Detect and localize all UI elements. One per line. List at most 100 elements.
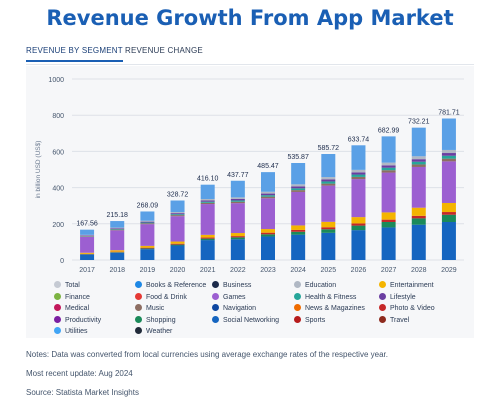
bar-segment: [80, 255, 94, 260]
tab-revenue-change[interactable]: REVENUE CHANGE: [125, 46, 203, 60]
bar-segment: [321, 154, 335, 177]
bar-segment: [261, 233, 275, 235]
bar-segment: [351, 226, 365, 231]
bar-segment: [140, 223, 154, 224]
legend-swatch-icon: [54, 293, 61, 300]
legend-item[interactable]: Games: [212, 293, 246, 303]
bar-segment: [201, 238, 215, 239]
legend-label: Travel: [390, 317, 409, 324]
bar-segment: [412, 218, 426, 224]
bar-segment: [321, 233, 335, 260]
legend-item[interactable]: Utilities: [54, 327, 88, 337]
legend-item[interactable]: Weather: [135, 327, 172, 337]
bar-segment: [382, 227, 396, 260]
tab-revenue-by-segment[interactable]: REVENUE BY SEGMENT: [26, 46, 123, 62]
bar-segment: [140, 223, 154, 224]
bar-segment: [140, 249, 154, 260]
legend-label: Food & Drink: [146, 294, 187, 301]
y-tick-label: 600: [52, 149, 64, 156]
legend-item[interactable]: Productivity: [54, 316, 101, 326]
note-source: Source: Statista Market Insights: [26, 383, 388, 402]
bar-segment: [412, 164, 426, 167]
legend-item[interactable]: Shopping: [135, 316, 176, 326]
bar-segment: [412, 162, 426, 165]
legend-swatch-icon: [135, 327, 142, 334]
legend-swatch-icon: [294, 316, 301, 323]
bar-segment: [201, 200, 215, 201]
total-data-label: 633.74: [348, 136, 370, 143]
legend-item[interactable]: Medical: [54, 304, 89, 314]
bar-segment: [201, 202, 215, 203]
legend-item[interactable]: Sports: [294, 316, 325, 326]
legend-item[interactable]: Music: [135, 304, 164, 314]
bar-segment: [80, 237, 94, 253]
legend-item[interactable]: Total: [54, 281, 80, 291]
legend-item[interactable]: Travel: [379, 316, 409, 326]
bar-segment: [291, 163, 305, 184]
bar-segment: [321, 179, 335, 181]
bar-segment: [231, 233, 245, 236]
bar-segment: [351, 145, 365, 170]
bar-segment: [291, 188, 305, 190]
bar-segment: [231, 200, 245, 201]
legend-item[interactable]: News & Magazines: [294, 304, 365, 314]
legend-item[interactable]: Social Networking: [212, 316, 279, 326]
bar-segment: [140, 224, 154, 246]
x-tick-label: 2018: [109, 267, 125, 274]
note-update: Most recent update: Aug 2024: [26, 364, 388, 383]
bar-segment: [442, 161, 456, 203]
bar-segment: [291, 230, 305, 232]
legend-label: Books & Reference: [146, 282, 206, 289]
legend-swatch-icon: [54, 281, 61, 288]
page-title: Revenue Growth From App Market: [0, 6, 500, 30]
bar-segment: [171, 242, 185, 244]
bar-segment: [412, 225, 426, 260]
bar-segment: [171, 212, 185, 213]
bar-segment: [261, 172, 275, 192]
bar-segment: [382, 222, 396, 227]
y-tick-label: 1000: [48, 77, 64, 84]
bar-segment: [412, 167, 426, 208]
total-data-label: 416.10: [197, 176, 219, 183]
total-data-label: 682.99: [378, 127, 400, 134]
bar-segment: [201, 239, 215, 240]
legend-label: Weather: [146, 328, 172, 335]
bar-segment: [110, 253, 124, 260]
bar-segment: [321, 181, 335, 183]
total-data-label: 535.87: [287, 154, 309, 161]
bar-segment: [201, 240, 215, 260]
bar-segment: [261, 195, 275, 196]
legend-swatch-icon: [294, 281, 301, 288]
bar-segment: [110, 229, 124, 230]
legend-item[interactable]: Business: [212, 281, 251, 291]
legend-item[interactable]: Entertainment: [379, 281, 434, 291]
bar-segment: [110, 221, 124, 228]
x-tick-label: 2021: [200, 267, 216, 274]
legend-label: Navigation: [223, 305, 256, 312]
legend-item[interactable]: Health & Fitness: [294, 293, 356, 303]
legend-item[interactable]: Photo & Video: [379, 304, 435, 314]
bar-segment: [140, 248, 154, 249]
legend-item[interactable]: Finance: [54, 293, 90, 303]
legend-item[interactable]: Food & Drink: [135, 293, 187, 303]
legend-item[interactable]: Education: [294, 281, 336, 291]
legend-swatch-icon: [135, 281, 142, 288]
legend-label: News & Magazines: [305, 305, 365, 312]
legend-label: Lifestyle: [390, 294, 416, 301]
legend-swatch-icon: [212, 293, 219, 300]
legend-swatch-icon: [379, 304, 386, 311]
bar-segment: [140, 222, 154, 223]
bar-segment: [291, 232, 305, 235]
bar-segment: [80, 230, 94, 235]
legend-item[interactable]: Lifestyle: [379, 293, 416, 303]
legend-label: Utilities: [65, 328, 88, 335]
legend-swatch-icon: [294, 293, 301, 300]
legend-label: Business: [223, 282, 251, 289]
bar-segment: [442, 212, 456, 215]
bar-segment: [261, 192, 275, 194]
bar-segment: [201, 199, 215, 200]
legend-item[interactable]: Navigation: [212, 304, 256, 314]
bar-segment: [291, 184, 305, 186]
bar-segment: [140, 211, 154, 220]
legend-item[interactable]: Books & Reference: [135, 281, 206, 291]
